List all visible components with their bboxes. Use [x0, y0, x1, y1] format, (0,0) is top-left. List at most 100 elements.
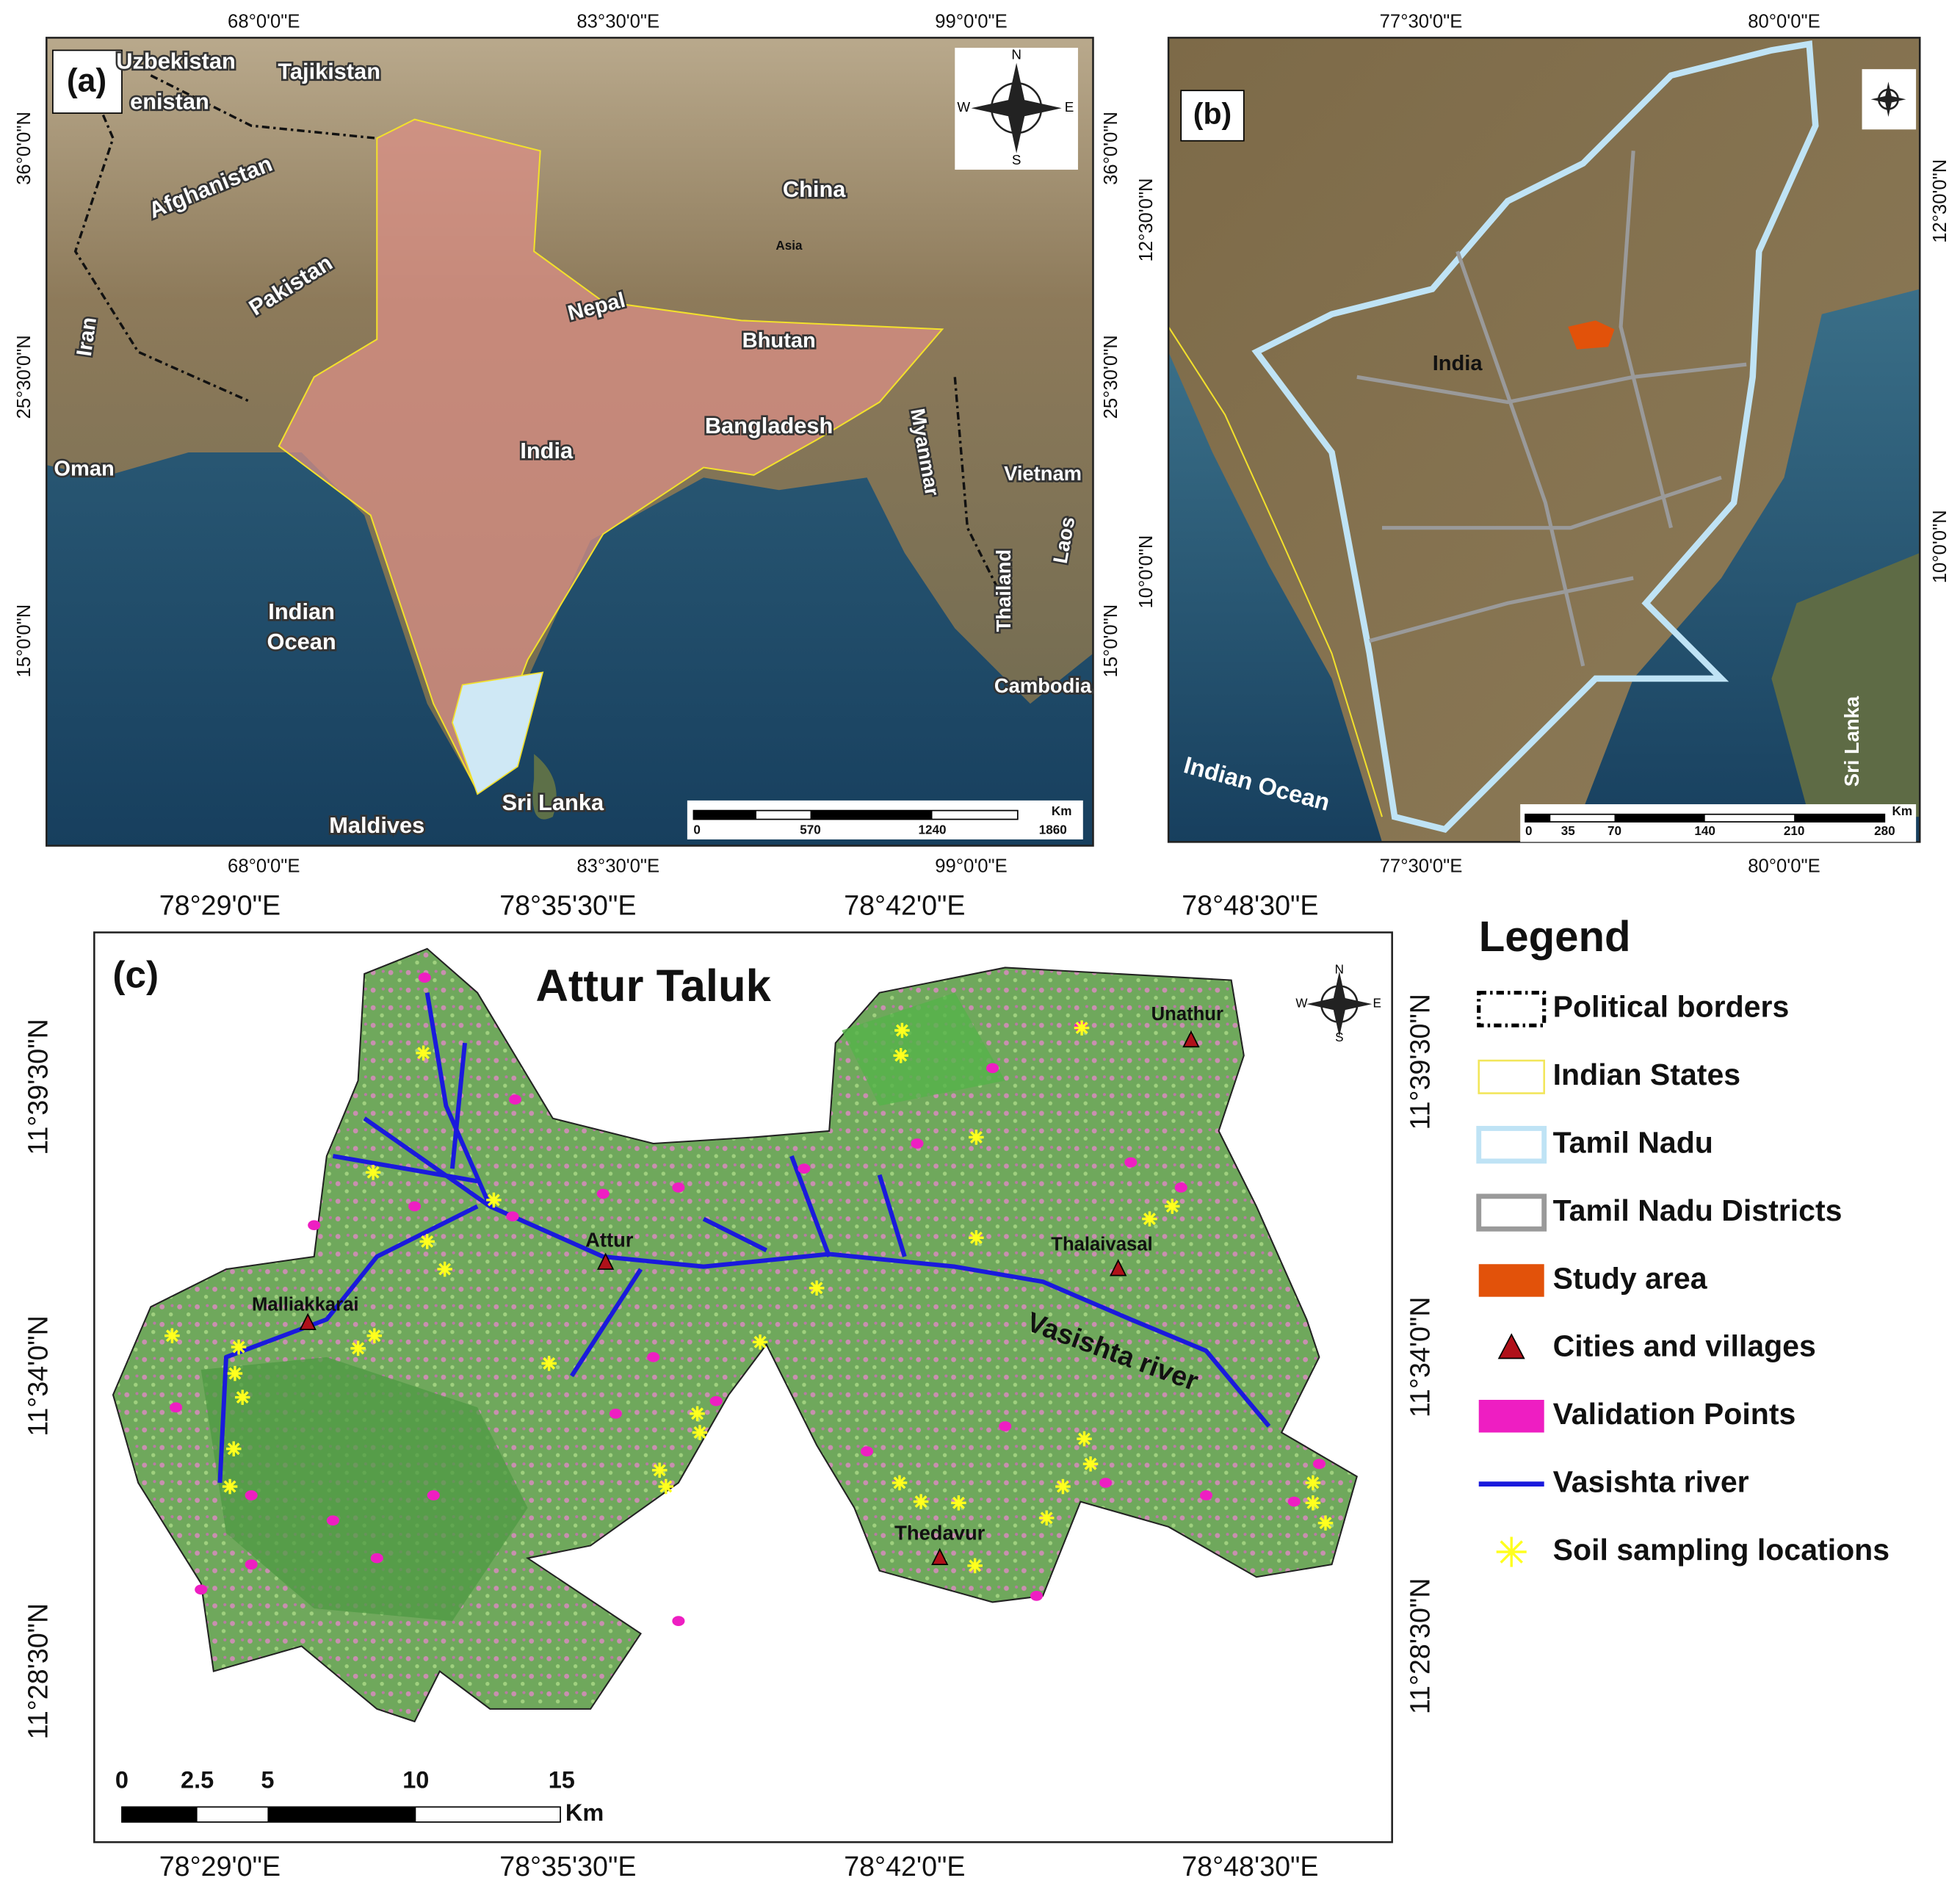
y-tick-label: 25°30'0"N	[1101, 335, 1121, 419]
validation-point	[672, 1182, 685, 1193]
x-tick-label: 78°29'0"E	[159, 889, 281, 920]
validation-point	[609, 1408, 622, 1419]
place-label: India	[1433, 352, 1483, 375]
legend-symbol	[1476, 1126, 1547, 1164]
validation-point	[1312, 1459, 1326, 1470]
place-label: Cambodia	[994, 674, 1092, 697]
legend-label: Vasishta river	[1553, 1464, 1749, 1498]
legend-symbol	[1476, 1193, 1547, 1232]
scale-label: 1240	[918, 823, 946, 837]
legend-symbol	[1478, 1400, 1544, 1433]
scale-label: 10	[402, 1767, 429, 1794]
place-label: Ocean	[267, 629, 336, 654]
y-tick-label: 10°0'0"N	[1930, 510, 1950, 583]
star-ray	[893, 1476, 906, 1489]
x-tick-label: 68°0'0"E	[228, 856, 300, 876]
place-label: Sri Lanka	[502, 790, 604, 815]
y-tick-label: 11°28'30"N	[1405, 1578, 1436, 1715]
scale-bar	[693, 810, 756, 820]
star-ray	[487, 1193, 500, 1207]
x-tick-label: 77°30'0"E	[1380, 12, 1463, 32]
x-tick-label: 83°30'0"E	[576, 12, 659, 32]
place-label: India	[520, 438, 574, 463]
star-ray	[223, 1480, 236, 1493]
scale-label: 1860	[1039, 823, 1067, 837]
validation-point	[408, 1201, 422, 1212]
y-tick-label: 11°34'0"N	[1405, 1297, 1436, 1418]
city-marker	[931, 1547, 949, 1565]
star-ray	[653, 1464, 666, 1477]
scale-bar	[1794, 814, 1885, 822]
scale-bar	[121, 1807, 198, 1822]
star-ray	[1306, 1476, 1320, 1489]
legend-label: Tamil Nadu	[1553, 1126, 1713, 1160]
validation-point	[986, 1063, 999, 1074]
star-ray	[952, 1496, 965, 1509]
star-ray	[543, 1357, 556, 1370]
place-label: Bangladesh	[705, 413, 833, 438]
compass-ring	[990, 82, 1043, 134]
place-label: Maldives	[329, 812, 424, 838]
legend-label: Tamil Nadu Districts	[1553, 1193, 1843, 1227]
scale-label: 0	[693, 823, 701, 837]
validation-point	[418, 972, 431, 983]
star-ray	[969, 1231, 983, 1244]
validation-point	[1099, 1478, 1113, 1488]
y-tick-label: 11°28'30"N	[23, 1603, 54, 1740]
scale-box	[1520, 804, 1917, 842]
scale-label: 0	[115, 1767, 129, 1794]
river-tributaries	[217, 992, 907, 1484]
legend-label: Validation Points	[1553, 1397, 1796, 1431]
star-ray	[753, 1335, 767, 1348]
star-ray	[236, 1391, 249, 1404]
star-ray	[1056, 1480, 1069, 1493]
validation-point	[999, 1421, 1012, 1431]
compass-ring	[1878, 88, 1899, 110]
validation-point	[1124, 1157, 1138, 1168]
state-border	[1168, 326, 1383, 817]
scale-label: 5	[261, 1767, 274, 1794]
scale-label: 210	[1784, 824, 1805, 838]
political-borders	[73, 49, 1007, 604]
star-ray	[1500, 1540, 1523, 1564]
x-tick-label: 83°30'0"E	[576, 856, 659, 876]
validation-point	[195, 1584, 208, 1595]
validation-point	[798, 1163, 811, 1174]
validation-point	[911, 1138, 924, 1149]
validation-point	[427, 1490, 440, 1500]
validation-point	[326, 1515, 339, 1526]
star-ray	[1078, 1432, 1091, 1445]
river-main	[363, 1116, 1271, 1428]
scale-label: 280	[1874, 824, 1895, 838]
x-tick-label: 77°30'0"E	[1380, 856, 1463, 876]
compass-letter: W	[1295, 997, 1308, 1011]
compass-rose	[1306, 971, 1373, 1037]
scale-label: 570	[800, 823, 821, 837]
sample-markers	[164, 972, 1334, 1626]
scale-label: 2.5	[181, 1767, 214, 1794]
place-label: Thedavur	[894, 1521, 985, 1544]
panel-b	[1167, 37, 1921, 843]
validation-point	[370, 1553, 383, 1564]
scale-label: 70	[1608, 824, 1621, 838]
scale-unit: Km	[565, 1799, 604, 1826]
compass-rose	[1870, 82, 1906, 118]
compass-ring	[1320, 985, 1359, 1023]
scale-label: 140	[1694, 824, 1715, 838]
compass-letter: S	[1012, 152, 1021, 167]
star-ray	[232, 1340, 245, 1354]
star-ray	[1319, 1517, 1332, 1530]
sri-lanka-shape	[532, 754, 557, 820]
y-tick-label: 15°0'0"N	[14, 604, 35, 678]
star-ray	[1075, 1022, 1088, 1035]
star-ray	[1084, 1457, 1097, 1470]
validation-point	[1199, 1490, 1213, 1500]
legend	[1476, 991, 1547, 1567]
star-ray	[969, 1559, 982, 1572]
place-label: Asia	[775, 239, 803, 253]
x-tick-label: 78°42'0"E	[844, 889, 965, 920]
y-tick-label: 15°0'0"N	[1101, 604, 1121, 678]
x-tick-label: 80°0'0"E	[1748, 856, 1820, 876]
scale-unit: Km	[1052, 804, 1072, 818]
place-label: Unathur	[1151, 1004, 1223, 1025]
